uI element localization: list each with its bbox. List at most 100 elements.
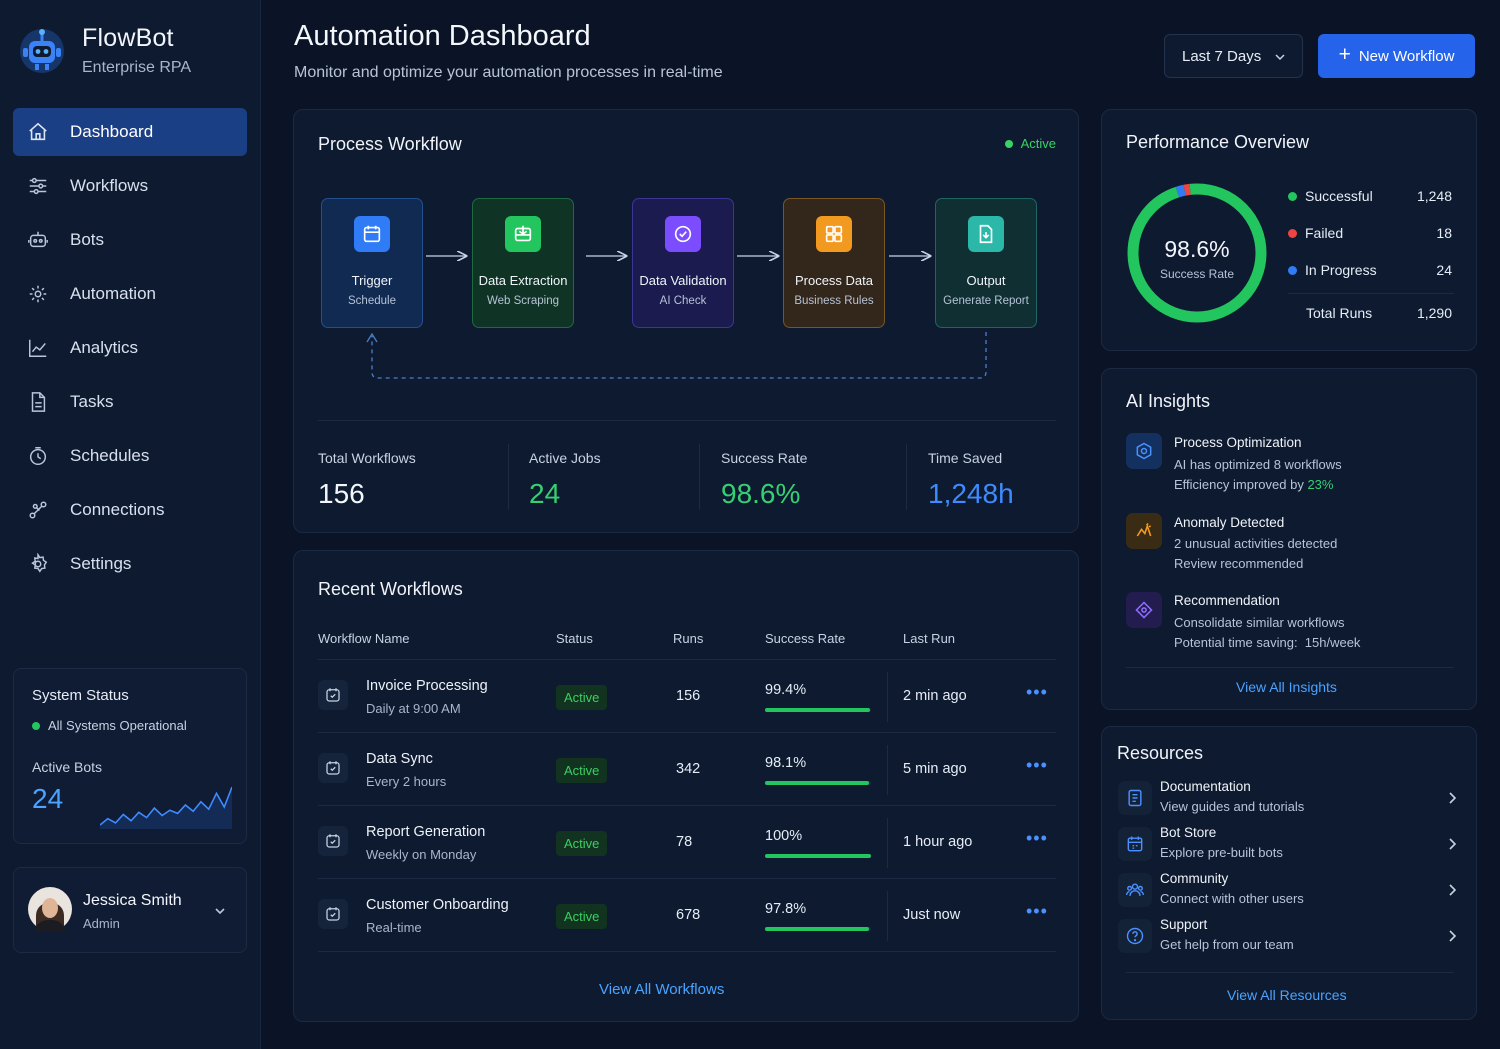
sidebar-item-workflows[interactable]: Workflows (13, 162, 247, 210)
calendar-icon (318, 899, 348, 929)
sidebar-item-settings[interactable]: Settings (13, 540, 247, 588)
donut-value: 98.6% (1164, 236, 1230, 262)
divider (318, 420, 1056, 421)
stat-value: 156 (318, 478, 365, 509)
workflow-schedule: Daily at 9:00 AM (366, 701, 461, 716)
resource-item-bot-store[interactable]: Bot Store Explore pre-built bots (1116, 823, 1466, 867)
insight-line: Efficiency improved by 23% (1174, 477, 1333, 492)
node-subtitle: Schedule (348, 295, 396, 307)
column-header-name[interactable]: Workflow Name (318, 631, 410, 646)
sidebar-item-tasks[interactable]: Tasks (13, 378, 247, 426)
chevron-right-icon (1449, 884, 1457, 896)
system-status-title: System Status (32, 687, 129, 704)
insight-title[interactable]: Anomaly Detected (1174, 515, 1285, 530)
progress-fill (765, 781, 869, 785)
progress-fill (765, 927, 869, 931)
divider (318, 951, 1056, 952)
stat-value: 24 (529, 478, 561, 509)
more-options-icon[interactable]: ••• (1026, 828, 1048, 848)
success-rate: 97.8% (765, 901, 807, 917)
column-header-runs[interactable]: Runs (673, 631, 704, 646)
workflow-schedule: Weekly on Monday (366, 847, 477, 862)
ai-insights-card: AI Insights Process Optimization AI has … (1101, 368, 1477, 710)
progress-fill (765, 708, 871, 712)
legend-in-progress: In Progress (1288, 262, 1377, 278)
node-title: Process Data (794, 273, 874, 288)
more-options-icon[interactable]: ••• (1026, 755, 1048, 775)
legend-dot (1288, 228, 1297, 238)
workflow-node-data-validation[interactable]: Data Validation AI Check (632, 198, 734, 328)
sparkline-area (100, 787, 232, 829)
sidebar-item-analytics[interactable]: Analytics (13, 324, 247, 372)
status-badge: Active (556, 904, 608, 929)
user-profile[interactable]: Jessica Smith Admin (13, 867, 247, 953)
more-options-icon[interactable]: ••• (1026, 901, 1048, 921)
resource-item-support[interactable]: Support Get help from our team (1116, 915, 1466, 959)
column-header-status[interactable]: Status (556, 631, 593, 646)
robot-icon (28, 231, 48, 248)
donut-label: Success Rate (1159, 267, 1235, 281)
chevron-right-icon (1449, 838, 1457, 850)
total-runs-label: Total Runs (1306, 305, 1373, 321)
sidebar-item-schedules[interactable]: Schedules (13, 432, 247, 480)
sidebar-item-connections[interactable]: Connections (13, 486, 247, 534)
divider (699, 444, 700, 510)
sidebar-item-automation[interactable]: Automation (13, 270, 247, 318)
stat-label: Total Workflows (318, 450, 416, 466)
gear-cycle-icon (29, 285, 47, 303)
doc-icon (1118, 781, 1152, 815)
workflow-name[interactable]: Customer Onboarding (366, 897, 509, 913)
stat-value: 1,248h (928, 478, 1014, 509)
column-header-success-rate[interactable]: Success Rate (765, 631, 846, 646)
success-progress-bar (765, 708, 871, 712)
column-header-last-run[interactable]: Last Run (903, 631, 956, 646)
stat-time-saved: Time Saved 1,248h (928, 450, 1014, 510)
divider (887, 745, 888, 795)
view-all-insights-link[interactable]: View All Insights (1236, 679, 1337, 695)
insight-text: Efficiency improved by (1174, 477, 1308, 492)
sidebar-item-dashboard[interactable]: Dashboard (13, 108, 247, 156)
view-all-workflows-link[interactable]: View All Workflows (599, 981, 725, 998)
table-row[interactable]: Report Generation Weekly on Monday Activ… (294, 806, 1080, 879)
resource-item-community[interactable]: Community Connect with other users (1116, 869, 1466, 913)
table-row[interactable]: Invoice Processing Daily at 9:00 AM Acti… (294, 660, 1080, 733)
insight-line: Review recommended (1174, 556, 1304, 571)
workflow-node-process-data[interactable]: Process Data Business Rules (783, 198, 885, 328)
sidebar-item-label: Automation (70, 284, 156, 303)
insight-title[interactable]: Recommendation (1174, 593, 1280, 608)
table-row[interactable]: Data Sync Every 2 hours Active 342 98.1%… (294, 733, 1080, 806)
page-subtitle: Monitor and optimize your automation pro… (294, 64, 723, 81)
new-workflow-button[interactable]: + New Workflow (1318, 34, 1475, 78)
workflow-name[interactable]: Report Generation (366, 824, 486, 840)
stat-label: Time Saved (928, 450, 1003, 466)
chevron-down-icon (1275, 54, 1285, 61)
avatar (28, 887, 72, 932)
workflow-node-data-extraction[interactable]: Data Extraction Web Scraping (472, 198, 574, 328)
process-workflow-card: Process Workflow Active Trigger Schedule… (293, 109, 1079, 533)
workflow-name[interactable]: Data Sync (366, 751, 433, 767)
brand[interactable]: FlowBot Enterprise RPA (18, 24, 191, 77)
workflow-node-output[interactable]: Output Generate Report (935, 198, 1037, 328)
date-range-select[interactable]: Last 7 Days (1164, 34, 1303, 78)
calendar-icon (318, 753, 348, 783)
extract-icon (505, 216, 541, 252)
workflow-name[interactable]: Invoice Processing (366, 678, 488, 694)
recent-workflows-card: Recent Workflows Workflow Name Status Ru… (293, 550, 1079, 1022)
insight-title[interactable]: Process Optimization (1174, 435, 1302, 450)
chevron-down-icon[interactable] (213, 904, 227, 918)
sidebar-item-bots[interactable]: Bots (13, 216, 247, 264)
resource-item-documentation[interactable]: Documentation View guides and tutorials (1116, 777, 1466, 821)
success-rate: 100% (765, 828, 803, 844)
insight-line: 2 unusual activities detected (1174, 536, 1338, 551)
resource-subtitle: View guides and tutorials (1160, 799, 1305, 814)
user-name: Jessica Smith (83, 892, 182, 909)
divider (508, 444, 509, 510)
legend-dot (1288, 191, 1297, 201)
more-options-icon[interactable]: ••• (1026, 682, 1048, 702)
page-title: Automation Dashboard (294, 20, 591, 52)
view-all-resources-link[interactable]: View All Resources (1227, 987, 1347, 1003)
table-row[interactable]: Customer Onboarding Real-time Active 678… (294, 879, 1080, 952)
workflow-node-trigger[interactable]: Trigger Schedule (321, 198, 423, 328)
performance-overview-title: Performance Overview (1126, 132, 1310, 152)
legend-label: In Progress (1305, 262, 1377, 278)
